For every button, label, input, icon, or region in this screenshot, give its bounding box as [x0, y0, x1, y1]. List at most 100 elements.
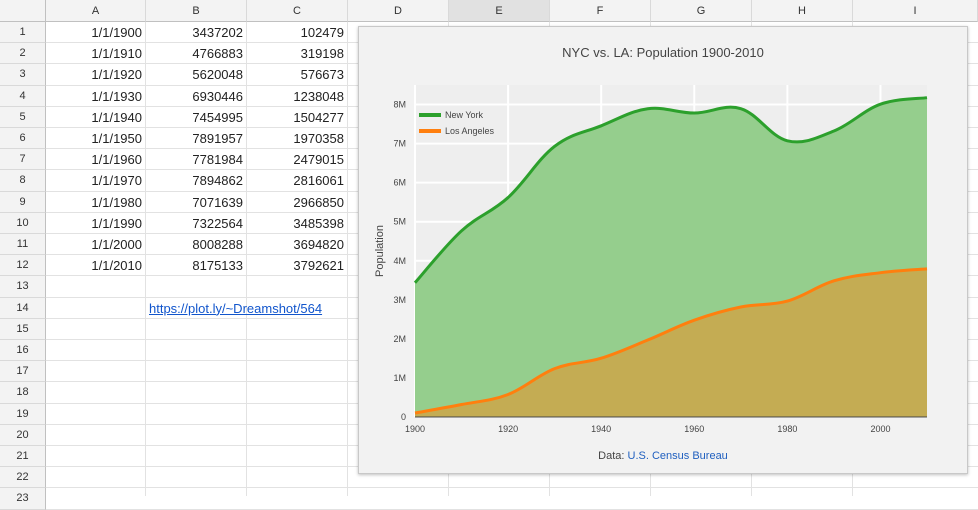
row-header-7[interactable]: 7: [0, 149, 46, 171]
row-gridline: [46, 508, 978, 510]
row-header-5[interactable]: 5: [0, 106, 46, 128]
series-line-1: [414, 267, 928, 415]
cell-c7[interactable]: 2479015: [293, 152, 344, 168]
column-header-h[interactable]: H: [752, 0, 853, 22]
row-header-10[interactable]: 10: [0, 212, 46, 234]
cell-a4[interactable]: 1/1/1930: [91, 88, 142, 104]
cell-a2[interactable]: 1/1/1910: [91, 46, 142, 62]
cell-b6[interactable]: 7891957: [192, 131, 243, 146]
cell-a12[interactable]: 1/1/2010: [91, 258, 142, 274]
row-header-19[interactable]: 19: [0, 403, 46, 425]
cell-c4[interactable]: 1238048: [293, 88, 344, 104]
cell-a9[interactable]: 1/1/1980: [91, 194, 142, 210]
cell-b7[interactable]: 7781984: [192, 152, 243, 168]
x-tick-label: 1980: [777, 424, 797, 434]
row-header-11[interactable]: 11: [0, 234, 46, 256]
cell-b12[interactable]: 8175133: [192, 258, 243, 274]
cell-b8[interactable]: 7894862: [192, 173, 243, 189]
dreamshot-link[interactable]: https://plot.ly/~Dreamshot/564: [149, 300, 323, 316]
y-tick-label: 3M: [393, 295, 406, 305]
cell-c2[interactable]: 319198: [300, 46, 344, 62]
y-tick-label: 5M: [393, 217, 406, 227]
column-header-i[interactable]: I: [853, 0, 978, 22]
cell-c10[interactable]: 3485398: [293, 215, 344, 231]
cell-c12[interactable]: 3792621: [293, 258, 344, 274]
cell-c11[interactable]: 3694820: [293, 237, 344, 252]
row-header-16[interactable]: 16: [0, 340, 46, 362]
cell-a6[interactable]: 1/1/1950: [91, 131, 142, 146]
cell-c3[interactable]: 576673: [300, 67, 344, 83]
x-tick-label: 1900: [405, 424, 425, 434]
column-gridline: [347, 22, 348, 496]
y-tick-label: 4M: [393, 256, 406, 266]
y-tick-label: 0: [401, 412, 406, 422]
cell-b2[interactable]: 4766883: [192, 46, 243, 62]
cell-a8[interactable]: 1/1/1970: [91, 173, 142, 189]
cell-a11[interactable]: 1/1/2000: [91, 237, 142, 252]
legend-label-0: New York: [445, 110, 484, 120]
cell-a3[interactable]: 1/1/1920: [91, 67, 142, 83]
row-header-23[interactable]: 23: [0, 488, 46, 510]
y-tick-label: 6M: [393, 178, 406, 188]
y-tick-label: 2M: [393, 334, 406, 344]
x-tick-label: 1940: [591, 424, 611, 434]
row-header-8[interactable]: 8: [0, 170, 46, 192]
select-all-corner[interactable]: [0, 0, 46, 22]
row-header-12[interactable]: 12: [0, 255, 46, 277]
row-header-20[interactable]: 20: [0, 424, 46, 446]
cell-b3[interactable]: 5620048: [192, 67, 243, 83]
legend-label-1: Los Angeles: [445, 126, 495, 136]
y-tick-label: 7M: [393, 139, 406, 149]
cell-a5[interactable]: 1/1/1940: [91, 109, 142, 125]
column-header-d[interactable]: D: [348, 0, 449, 22]
row-header-9[interactable]: 9: [0, 191, 46, 213]
column-gridline: [145, 22, 146, 496]
chart-panel[interactable]: 0 1M 2M 3M 4M 5M 6M 7M 8M 1900 1920 1940 1960 1980 200…: [358, 26, 968, 474]
row-header-3[interactable]: 3: [0, 64, 46, 86]
x-tick-label: 1960: [684, 424, 704, 434]
data-source-text: Data: U.S. Census Bureau: [598, 450, 728, 462]
cell-b5[interactable]: 7454995: [192, 109, 243, 125]
row-header-2[interactable]: 2: [0, 43, 46, 65]
row-header-18[interactable]: 18: [0, 382, 46, 404]
row-header-15[interactable]: 15: [0, 318, 46, 340]
row-header-21[interactable]: 21: [0, 446, 46, 468]
cell-c1[interactable]: 102479: [300, 25, 344, 40]
column-header-e[interactable]: E: [449, 0, 550, 22]
column-header-b[interactable]: B: [146, 0, 247, 22]
series-line-0: [413, 96, 928, 284]
cell-c5[interactable]: 1504277: [293, 109, 344, 125]
row-header-14[interactable]: 14: [0, 297, 46, 319]
y-tick-label: 1M: [393, 373, 406, 383]
cell-b1[interactable]: 3437202: [192, 25, 243, 40]
row-header-17[interactable]: 17: [0, 361, 46, 383]
x-tick-label: 2000: [870, 424, 890, 434]
chart-title: NYC vs. LA: Population 1900-2010: [562, 45, 764, 60]
cell-c8[interactable]: 2816061: [293, 173, 344, 189]
cell-a1[interactable]: 1/1/1900: [91, 25, 142, 40]
population-chart[interactable]: 0 1M 2M 3M 4M 5M 6M 7M 8M 1900 1920 1940 1960 1980 200…: [359, 27, 967, 473]
cell-b10[interactable]: 7322564: [192, 215, 243, 231]
row-header-1[interactable]: 1: [0, 22, 46, 44]
cell-b9[interactable]: 7071639: [192, 194, 243, 210]
cell-c9[interactable]: 2966850: [293, 194, 344, 210]
cell-a7[interactable]: 1/1/1960: [91, 152, 142, 168]
row-header-13[interactable]: 13: [0, 276, 46, 298]
cell-b4[interactable]: 6930446: [192, 88, 243, 104]
column-header-c[interactable]: C: [247, 0, 348, 22]
row-header-6[interactable]: 6: [0, 128, 46, 150]
census-bureau-link[interactable]: U.S. Census Bureau: [628, 450, 728, 462]
column-header-a[interactable]: A: [46, 0, 146, 22]
series-area-1: [415, 268, 927, 417]
cell-b11[interactable]: 8008288: [192, 237, 243, 252]
cell-a10[interactable]: 1/1/1990: [91, 215, 142, 231]
y-axis-title: Population: [374, 225, 386, 277]
column-header-g[interactable]: G: [651, 0, 752, 22]
cell-c6[interactable]: 1970358: [293, 131, 344, 146]
column-header-f[interactable]: F: [550, 0, 651, 22]
row-header-4[interactable]: 4: [0, 85, 46, 107]
row-header-22[interactable]: 22: [0, 467, 46, 489]
data-source-prefix: Data:: [598, 450, 627, 462]
column-gridline: [246, 22, 247, 496]
y-tick-label: 8M: [393, 100, 406, 110]
